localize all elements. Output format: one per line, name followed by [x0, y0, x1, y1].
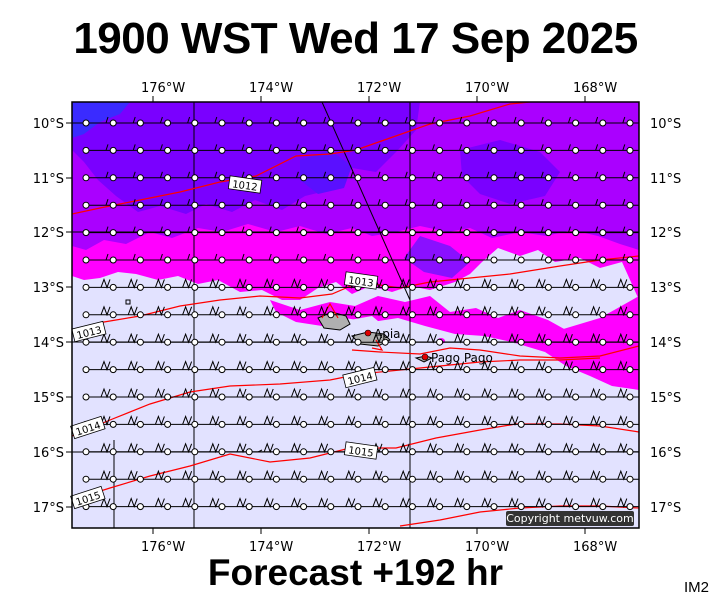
image-id-label: IM2 [683, 579, 709, 596]
isobar-1013-lower [351, 345, 639, 359]
copyright-badge: Copyright metvuw.com [506, 511, 634, 526]
blue-core [72, 102, 130, 138]
right-lat-labels: 10°S 11°S 12°S 13°S 14°S 15°S 16°S 17°S [650, 117, 681, 516]
isobar-label-1015: 1015 [347, 445, 374, 459]
right-lat-label: 15°S [650, 391, 681, 406]
left-lat-label: 14°S [33, 336, 64, 351]
purple-south-patch [404, 236, 470, 278]
isobar-labels: 1012 1013 1013 1014 1014 1015 1015 [70, 175, 379, 510]
right-lat-label: 10°S [650, 117, 681, 132]
page-title: 1900 WST Wed 17 Sep 2025 [73, 14, 638, 63]
left-lat-label: 16°S [33, 446, 64, 461]
top-lon-label: 170°W [465, 81, 509, 96]
top-lon-label: 176°W [141, 81, 185, 96]
top-lon-label: 174°W [249, 81, 293, 96]
frame-ticks [66, 96, 586, 534]
left-lat-labels: 10°S 11°S 12°S 13°S 14°S 15°S 16°S 17°S [33, 117, 64, 516]
isobar-label-1013: 1013 [347, 275, 374, 289]
isobar-1012 [72, 102, 531, 215]
bottom-lon-label: 176°W [141, 540, 185, 555]
apia-label: Apia [374, 327, 401, 341]
bottom-lon-label: 170°W [465, 540, 509, 555]
right-lat-label: 13°S [650, 281, 681, 296]
left-lat-label: 10°S [33, 117, 64, 132]
left-lat-label: 11°S [33, 172, 64, 187]
pago-pago-marker [421, 353, 429, 361]
bottom-lon-label: 174°W [249, 540, 293, 555]
forecast-hour-label: Forecast +192 hr [207, 552, 504, 593]
left-lat-label: 13°S [33, 281, 64, 296]
copyright-text: Copyright metvuw.com [506, 512, 634, 525]
place-markers: Apia Pago Pago [364, 327, 493, 365]
magenta-ridge-lobe [270, 296, 566, 352]
isobar-label-1012: 1012 [231, 179, 258, 193]
bottom-lon-label: 168°W [573, 540, 617, 555]
bottom-lon-label: 172°W [357, 540, 401, 555]
map-frame [71, 101, 640, 529]
left-lat-label: 17°S [33, 501, 64, 516]
clear-pocket [350, 316, 384, 334]
right-lat-label: 14°S [650, 336, 681, 351]
bottom-lon-labels: 176°W 174°W 172°W 170°W 168°W [141, 540, 617, 555]
top-lon-label: 168°W [573, 81, 617, 96]
pago-pago-label: Pago Pago [431, 351, 493, 365]
right-lat-label: 16°S [650, 446, 681, 461]
left-lat-label: 12°S [33, 226, 64, 241]
purple-east-patch [460, 140, 560, 204]
right-lat-label: 12°S [650, 226, 681, 241]
wind-barb-layer [82, 116, 639, 511]
left-lat-label: 15°S [33, 391, 64, 406]
apia-marker [364, 329, 372, 337]
top-lon-labels: 176°W 174°W 172°W 170°W 168°W [141, 81, 617, 96]
top-lon-label: 172°W [357, 81, 401, 96]
right-lat-label: 17°S [650, 501, 681, 516]
right-lat-label: 11°S [650, 172, 681, 187]
